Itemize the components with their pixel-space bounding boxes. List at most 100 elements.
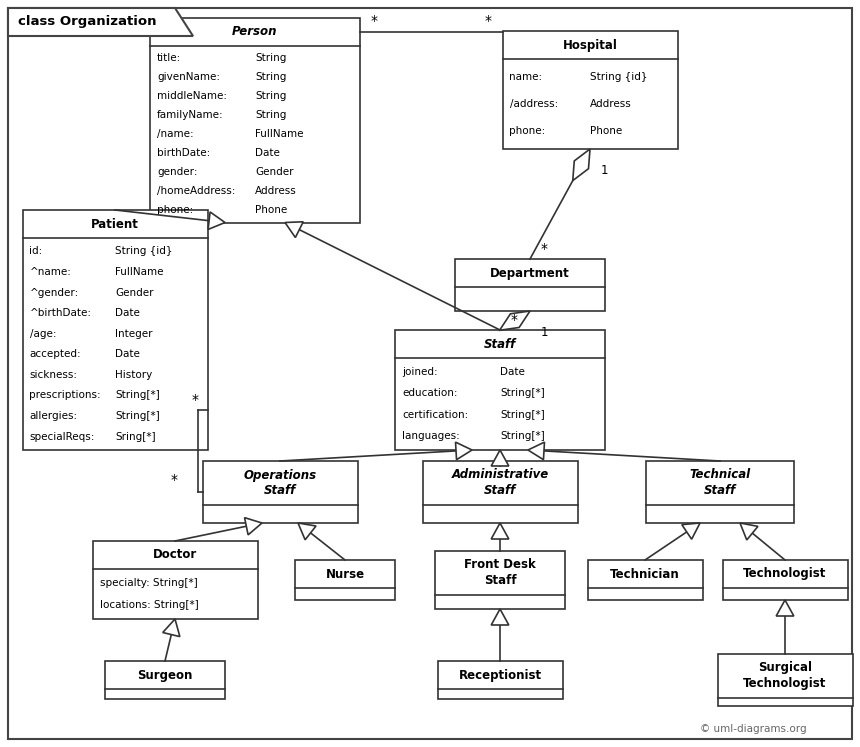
Bar xyxy=(295,560,395,600)
Text: Address: Address xyxy=(255,186,297,196)
Text: education:: education: xyxy=(402,388,458,398)
Text: Gender: Gender xyxy=(115,288,153,297)
Text: Address: Address xyxy=(590,99,632,109)
Polygon shape xyxy=(528,442,544,459)
Polygon shape xyxy=(491,609,509,625)
Text: *: * xyxy=(171,473,178,487)
Text: Hospital: Hospital xyxy=(562,39,617,52)
Text: String: String xyxy=(255,110,286,120)
Text: String: String xyxy=(255,72,286,82)
Text: accepted:: accepted: xyxy=(29,350,81,359)
Text: ^gender:: ^gender: xyxy=(29,288,79,297)
Bar xyxy=(438,661,562,699)
Text: specialReqs:: specialReqs: xyxy=(29,432,95,441)
Polygon shape xyxy=(163,619,180,636)
Text: *: * xyxy=(511,313,518,327)
Text: String[*]: String[*] xyxy=(115,411,160,421)
Text: class Organization: class Organization xyxy=(18,16,157,28)
Text: Date: Date xyxy=(115,350,140,359)
Text: *: * xyxy=(192,393,199,407)
Text: /homeAddress:: /homeAddress: xyxy=(157,186,236,196)
Polygon shape xyxy=(456,442,472,459)
Text: birthDate:: birthDate: xyxy=(157,148,210,158)
Text: familyName:: familyName: xyxy=(157,110,224,120)
Text: Patient: Patient xyxy=(91,217,139,231)
Text: String: String xyxy=(255,53,286,63)
Bar xyxy=(722,560,847,600)
Text: Phone: Phone xyxy=(255,205,287,215)
Text: Integer: Integer xyxy=(115,329,152,338)
Text: phone:: phone: xyxy=(157,205,194,215)
Bar xyxy=(105,661,225,699)
Text: Department: Department xyxy=(490,267,570,279)
Polygon shape xyxy=(573,149,590,181)
Text: allergies:: allergies: xyxy=(29,411,77,421)
Text: String {id}: String {id} xyxy=(115,247,173,256)
Polygon shape xyxy=(740,523,758,540)
Text: Date: Date xyxy=(255,148,280,158)
Text: Technologist: Technologist xyxy=(743,568,826,580)
Bar xyxy=(502,31,678,149)
Text: Surgeon: Surgeon xyxy=(138,669,193,681)
Text: String[*]: String[*] xyxy=(500,409,544,420)
Text: Front Desk
Staff: Front Desk Staff xyxy=(464,559,536,587)
Text: title:: title: xyxy=(157,53,181,63)
Text: History: History xyxy=(115,370,152,380)
Text: String[*]: String[*] xyxy=(115,391,160,400)
Text: specialty: String[*]: specialty: String[*] xyxy=(100,578,197,588)
Bar xyxy=(422,461,578,523)
Polygon shape xyxy=(491,450,509,466)
Bar xyxy=(202,461,358,523)
Text: Doctor: Doctor xyxy=(153,548,197,562)
Text: Surgical
Technologist: Surgical Technologist xyxy=(743,662,826,690)
Text: middleName:: middleName: xyxy=(157,91,227,101)
Text: languages:: languages: xyxy=(402,431,460,441)
Polygon shape xyxy=(244,518,262,535)
Text: Technical
Staff: Technical Staff xyxy=(690,468,751,498)
Bar xyxy=(395,330,605,450)
Text: FullName: FullName xyxy=(115,267,163,277)
Polygon shape xyxy=(298,523,316,540)
Text: Gender: Gender xyxy=(255,167,293,177)
Text: Sring[*]: Sring[*] xyxy=(115,432,156,441)
Text: String[*]: String[*] xyxy=(500,431,544,441)
Bar xyxy=(587,560,703,600)
Text: /age:: /age: xyxy=(29,329,56,338)
Text: Technician: Technician xyxy=(610,568,680,580)
Polygon shape xyxy=(8,8,193,36)
Polygon shape xyxy=(777,600,794,616)
Text: joined:: joined: xyxy=(402,367,438,377)
Text: Receptionist: Receptionist xyxy=(458,669,542,681)
Text: phone:: phone: xyxy=(509,126,546,136)
Text: ^name:: ^name: xyxy=(29,267,71,277)
Text: Date: Date xyxy=(115,308,140,318)
Text: certification:: certification: xyxy=(402,409,468,420)
Text: 1: 1 xyxy=(600,164,608,178)
Polygon shape xyxy=(682,523,700,539)
Text: 1: 1 xyxy=(540,326,548,339)
Text: sickness:: sickness: xyxy=(29,370,77,380)
Text: /name:: /name: xyxy=(157,129,194,139)
Bar xyxy=(455,259,605,311)
Text: name:: name: xyxy=(509,72,543,81)
Text: Date: Date xyxy=(500,367,525,377)
Text: Staff: Staff xyxy=(484,338,516,350)
Text: © uml-diagrams.org: © uml-diagrams.org xyxy=(700,724,807,734)
Text: String: String xyxy=(255,91,286,101)
Bar xyxy=(93,541,257,619)
Bar xyxy=(22,210,207,450)
Polygon shape xyxy=(500,311,530,330)
Text: givenName:: givenName: xyxy=(157,72,220,82)
Text: *: * xyxy=(371,14,378,28)
Text: FullName: FullName xyxy=(255,129,304,139)
Text: id:: id: xyxy=(29,247,43,256)
Text: *: * xyxy=(485,14,492,28)
Text: /address:: /address: xyxy=(509,99,558,109)
Text: ^birthDate:: ^birthDate: xyxy=(29,308,91,318)
Text: Administrative
Staff: Administrative Staff xyxy=(452,468,549,498)
Bar xyxy=(150,17,360,223)
Bar xyxy=(435,551,565,609)
Text: prescriptions:: prescriptions: xyxy=(29,391,101,400)
Text: Operations
Staff: Operations Staff xyxy=(243,468,316,498)
Bar xyxy=(717,654,852,706)
